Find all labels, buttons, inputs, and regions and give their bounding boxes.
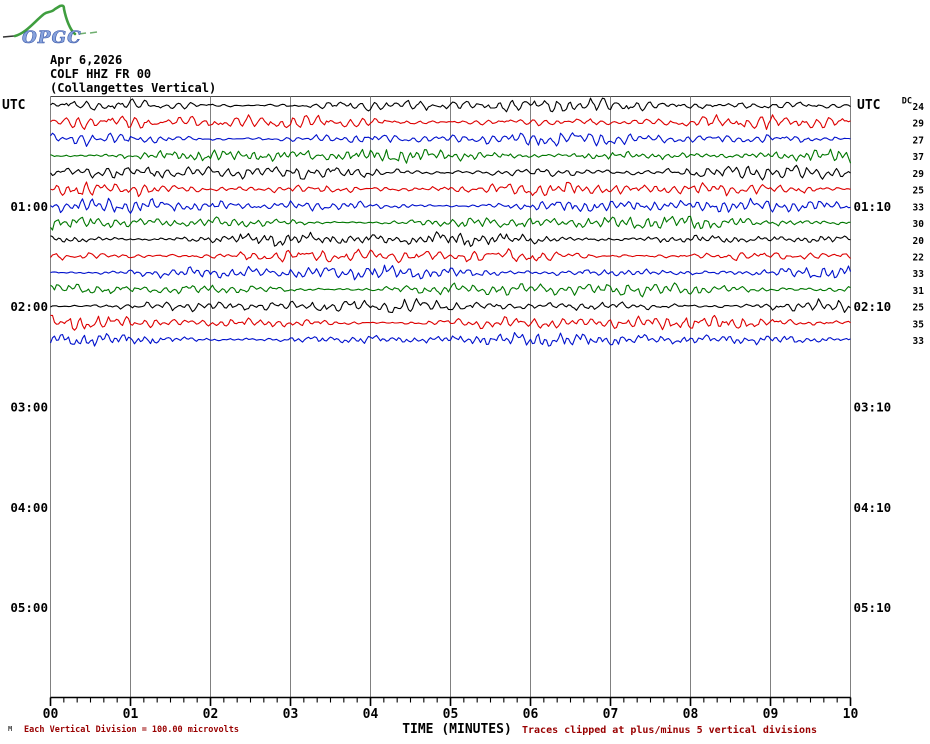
x-tick-label-03: 03 bbox=[283, 707, 299, 722]
trace-00:50 bbox=[50, 181, 851, 198]
trace-00:20 bbox=[50, 132, 851, 147]
dc-value-row-00:00: 24 bbox=[913, 102, 925, 113]
hour-label-left-04:00: 04:00 bbox=[10, 500, 48, 515]
x-tick-label-07: 07 bbox=[603, 707, 619, 722]
dc-prefix-label: DC bbox=[902, 97, 912, 107]
trace-02:00 bbox=[50, 298, 851, 313]
hour-label-left-03:00: 03:00 bbox=[10, 399, 48, 414]
hour-label-right-03:10: 03:10 bbox=[854, 399, 892, 414]
x-tick-label-09: 09 bbox=[763, 707, 779, 722]
dc-value-row-02:10: 35 bbox=[913, 319, 925, 330]
dc-value-row-01:00: 33 bbox=[913, 202, 925, 213]
trace-00:10 bbox=[50, 114, 851, 131]
logo-text: OPGC bbox=[22, 28, 82, 48]
hour-label-left-01:00: 01:00 bbox=[10, 199, 48, 214]
x-tick-label-01: 01 bbox=[123, 707, 139, 722]
x-axis-title: TIME (MINUTES) bbox=[402, 722, 512, 737]
x-tick-label-04: 04 bbox=[363, 707, 379, 722]
x-axis: 00 01 02 03 04 05 06 07 08 09 10 bbox=[43, 696, 859, 722]
dc-value-row-01:20: 20 bbox=[913, 236, 925, 247]
x-tick-label-08: 08 bbox=[683, 707, 699, 722]
trace-01:50 bbox=[50, 282, 851, 298]
hour-label-right-01:10: 01:10 bbox=[854, 199, 892, 214]
header-date: Apr 6,2026 bbox=[50, 53, 122, 67]
seismic-traces bbox=[49, 97, 852, 347]
trace-01:20 bbox=[50, 231, 851, 247]
hour-labels-right: 01:10 02:10 03:10 04:10 05:10 bbox=[854, 199, 892, 615]
dc-value-row-00:40: 29 bbox=[913, 169, 925, 180]
hour-label-right-04:10: 04:10 bbox=[854, 500, 892, 515]
logo-dash-right bbox=[78, 31, 98, 35]
header-station: COLF HHZ FR 00 bbox=[50, 67, 151, 81]
header-description: (Collangettes Vertical) bbox=[50, 81, 216, 95]
trace-01:30 bbox=[50, 248, 851, 264]
trace-02:20 bbox=[49, 331, 851, 347]
dc-value-row-00:20: 27 bbox=[913, 135, 924, 146]
trace-01:10 bbox=[50, 215, 851, 231]
footer-right-note: Traces clipped at plus/minus 5 vertical … bbox=[522, 724, 817, 736]
dc-value-row-01:10: 30 bbox=[913, 219, 925, 230]
x-tick-label-00: 00 bbox=[43, 707, 59, 722]
logo-dash-left bbox=[2, 35, 15, 38]
footer-watermark: M bbox=[8, 725, 12, 733]
trace-00:30 bbox=[50, 148, 852, 164]
trace-00:00 bbox=[50, 97, 851, 113]
trace-01:40 bbox=[50, 264, 852, 281]
footer-left-note: Each Vertical Division = 100.00 microvol… bbox=[24, 724, 239, 735]
dc-value-row-01:50: 31 bbox=[913, 286, 925, 297]
dc-value-row-00:10: 29 bbox=[913, 119, 925, 130]
x-tick-label-06: 06 bbox=[523, 707, 539, 722]
trace-01:00 bbox=[50, 197, 851, 214]
minute-gridlines bbox=[50, 96, 851, 698]
hour-label-left-02:00: 02:00 bbox=[10, 299, 48, 314]
x-tick-label-02: 02 bbox=[203, 707, 219, 722]
hour-labels-left: 01:00 02:00 03:00 04:00 05:00 bbox=[10, 199, 48, 615]
hour-label-right-05:10: 05:10 bbox=[854, 600, 892, 615]
dc-value-row-01:30: 22 bbox=[913, 252, 924, 263]
opgc-logo: OPGC bbox=[2, 4, 98, 48]
dc-value-row-02:20: 33 bbox=[913, 336, 925, 347]
x-tick-label-05: 05 bbox=[443, 707, 459, 722]
utc-label-left: UTC bbox=[2, 98, 25, 113]
trace-00:40 bbox=[50, 164, 851, 181]
hour-label-right-02:10: 02:10 bbox=[854, 299, 892, 314]
dc-value-row-01:40: 33 bbox=[913, 269, 925, 280]
hour-label-left-05:00: 05:00 bbox=[10, 600, 48, 615]
utc-label-right: UTC bbox=[857, 98, 880, 113]
logo-mountain-curve-icon bbox=[13, 4, 77, 38]
dc-value-row-02:00: 25 bbox=[913, 303, 925, 314]
dc-value-row-00:50: 25 bbox=[913, 186, 925, 197]
x-tick-label-10: 10 bbox=[843, 707, 859, 722]
dc-value-row-00:30: 37 bbox=[913, 152, 924, 163]
trace-02:10 bbox=[50, 314, 851, 331]
